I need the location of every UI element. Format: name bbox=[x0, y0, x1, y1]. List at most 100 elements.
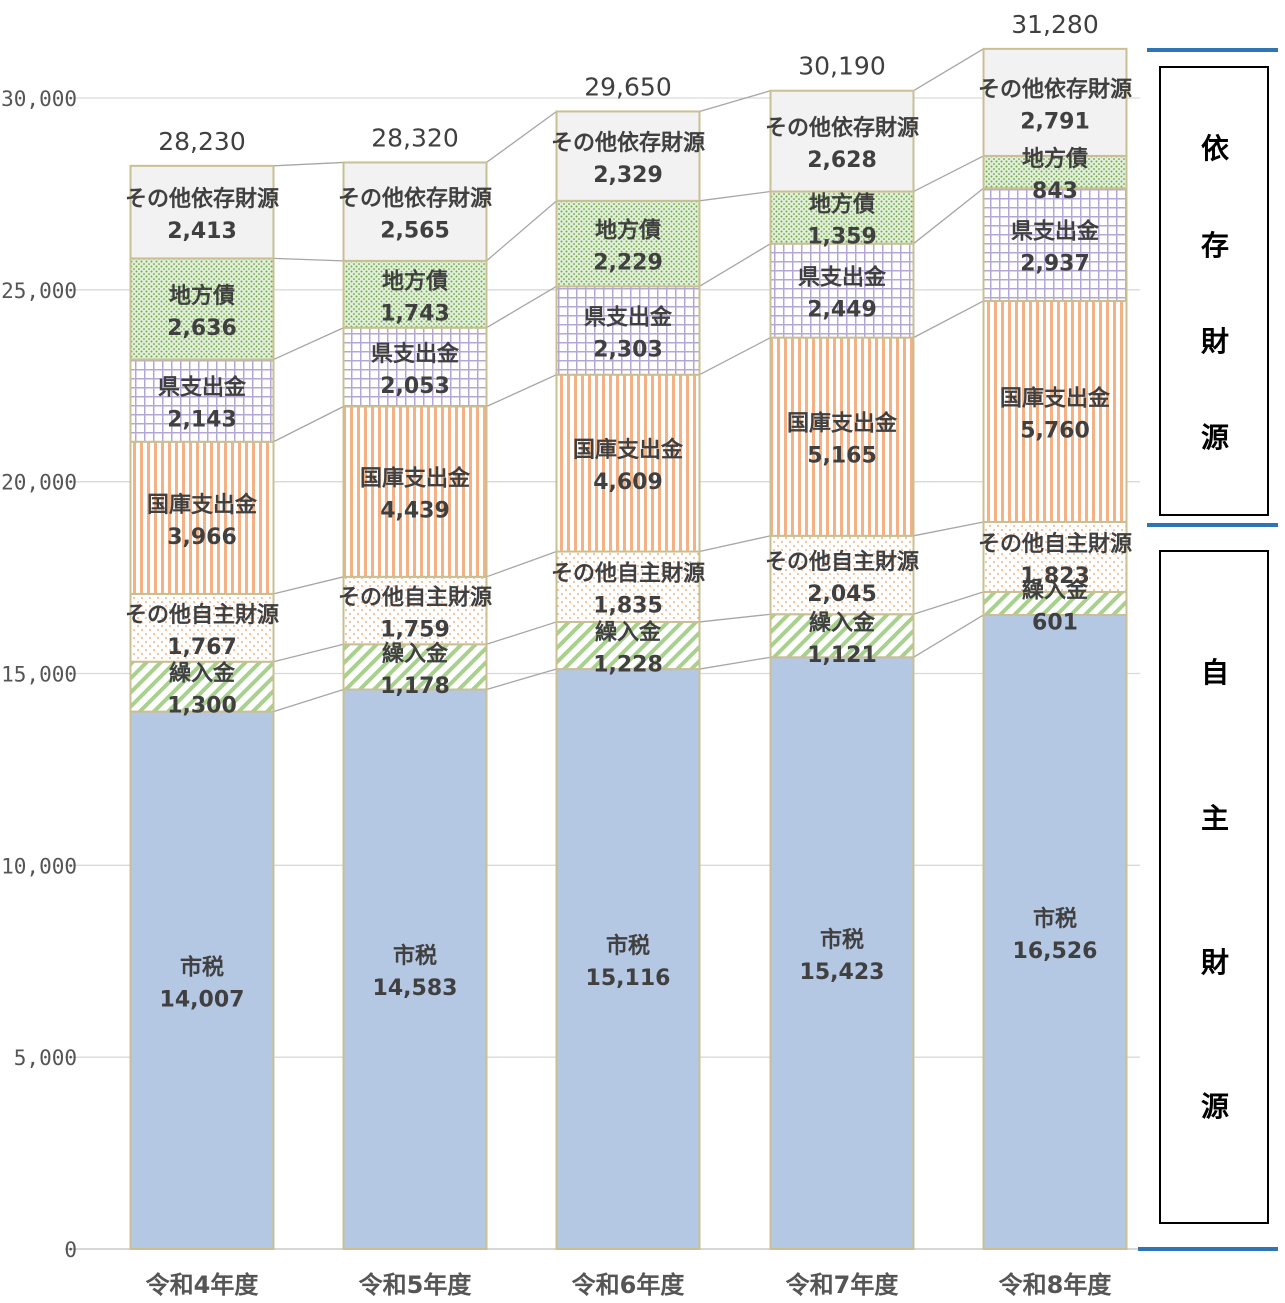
connector-line bbox=[699, 337, 771, 376]
segment-name-label: 県支出金 bbox=[798, 265, 887, 291]
bar-segment bbox=[769, 656, 915, 1250]
segment-name-label: 市税 bbox=[820, 927, 864, 953]
connector-line bbox=[913, 155, 984, 193]
total-label: 28,320 bbox=[371, 123, 458, 152]
connector-line bbox=[273, 405, 344, 443]
total-label: 29,650 bbox=[584, 72, 671, 101]
bar-segment bbox=[555, 285, 701, 376]
segment-value-label: 5,760 bbox=[1020, 418, 1090, 443]
bar-segment bbox=[769, 336, 915, 537]
segment-name-label: 繰入金 bbox=[169, 661, 236, 687]
segment-name-label: 市税 bbox=[180, 954, 224, 980]
connector-lines bbox=[273, 48, 984, 713]
segment-value-label: 5,165 bbox=[807, 444, 877, 469]
bar-segment bbox=[342, 259, 488, 329]
bar-segment bbox=[769, 190, 915, 245]
segment-value-label: 843 bbox=[1032, 179, 1078, 204]
segment-name-label: 市税 bbox=[1033, 906, 1077, 932]
segment-value-label: 2,791 bbox=[1020, 109, 1090, 134]
group-label-char: 存 bbox=[1201, 229, 1229, 262]
bar-segment bbox=[769, 89, 915, 193]
segment-name-label: 地方債 bbox=[169, 283, 235, 309]
connector-line bbox=[913, 591, 984, 615]
total-labels: 28,230 28,320 29,650 30,190 31,280 bbox=[158, 10, 1098, 156]
segment-labels: 市税 14,007 繰入金 1,300 その他自主財源 1,767 国庫支出金 3,966 県支… bbox=[125, 76, 1132, 1012]
x-category-label: 令和6年度 bbox=[572, 1271, 686, 1299]
group-label-char: 自 bbox=[1201, 656, 1229, 689]
y-tick-label: 15,000 bbox=[1, 663, 77, 687]
segment-value-label: 1,359 bbox=[807, 225, 877, 250]
segment-name-label: 県支出金 bbox=[584, 305, 673, 331]
group-label-char: 財 bbox=[1201, 946, 1229, 979]
segment-value-label: 601 bbox=[1032, 610, 1078, 635]
segment-name-label: 地方債 bbox=[382, 268, 448, 294]
segment-value-label: 1,178 bbox=[380, 674, 450, 699]
bar-segment bbox=[129, 164, 275, 260]
total-label: 30,190 bbox=[798, 52, 885, 81]
connector-line bbox=[273, 257, 344, 262]
connector-line bbox=[486, 621, 557, 645]
segment-value-label: 1,835 bbox=[593, 594, 663, 619]
segment-value-label: 2,329 bbox=[593, 163, 663, 188]
group-label-char: 源 bbox=[1201, 421, 1229, 454]
connector-line bbox=[699, 535, 771, 553]
y-tick-label: 25,000 bbox=[1, 279, 77, 303]
connector-line bbox=[913, 300, 984, 339]
segment-name-label: その他自主財源 bbox=[978, 531, 1132, 557]
segment-value-label: 1,743 bbox=[380, 301, 450, 326]
segment-name-label: 繰入金 bbox=[595, 619, 662, 645]
segment-name-label: 県支出金 bbox=[158, 375, 247, 401]
segment-name-label: 繰入金 bbox=[1022, 577, 1089, 603]
bar-segment bbox=[555, 373, 701, 553]
bar-segment bbox=[769, 613, 915, 659]
segment-value-label: 2,937 bbox=[1020, 252, 1090, 277]
segment-name-label: 地方債 bbox=[809, 192, 875, 218]
segment-value-label: 2,628 bbox=[807, 148, 877, 173]
segment-name-label: 国庫支出金 bbox=[787, 411, 898, 437]
bar-segment bbox=[342, 688, 488, 1250]
y-axis-tick-labels: 0 5,000 10,000 15,000 20,000 25,000 30,000 bbox=[1, 87, 77, 1262]
bar-segment bbox=[555, 110, 701, 202]
y-tick-label: 0 bbox=[64, 1238, 77, 1262]
segment-value-label: 2,303 bbox=[593, 338, 663, 363]
segment-value-label: 1,759 bbox=[380, 618, 450, 643]
connector-line bbox=[486, 374, 557, 408]
segment-name-label: 繰入金 bbox=[809, 610, 876, 636]
segment-value-label: 1,767 bbox=[167, 635, 237, 660]
segment-value-label: 1,121 bbox=[807, 643, 877, 668]
bar-segment bbox=[982, 520, 1128, 593]
segment-value-label: 2,449 bbox=[807, 298, 877, 323]
bar-segment bbox=[342, 405, 488, 578]
segment-name-label: 国庫支出金 bbox=[360, 466, 471, 492]
bar-segment bbox=[982, 187, 1128, 302]
bar-segment bbox=[342, 643, 488, 691]
x-category-label: 令和4年度 bbox=[146, 1271, 260, 1299]
segment-value-label: 2,229 bbox=[593, 251, 663, 276]
connector-line bbox=[913, 614, 984, 658]
y-tick-label: 20,000 bbox=[1, 471, 77, 495]
segment-value-label: 15,116 bbox=[586, 966, 671, 991]
connector-line bbox=[699, 190, 771, 202]
segment-name-label: 県支出金 bbox=[371, 341, 460, 367]
connector-line bbox=[273, 327, 344, 361]
segment-name-label: その他依存財源 bbox=[765, 115, 919, 141]
segment-value-label: 2,143 bbox=[167, 408, 237, 433]
segment-value-label: 4,609 bbox=[593, 470, 663, 495]
bar-segment bbox=[555, 199, 701, 288]
connector-line bbox=[699, 90, 771, 113]
bar-segment bbox=[555, 550, 701, 623]
connector-line bbox=[273, 161, 344, 167]
segment-value-label: 2,413 bbox=[167, 219, 237, 244]
segment-name-label: 国庫支出金 bbox=[147, 492, 258, 518]
segment-name-label: 国庫支出金 bbox=[573, 437, 684, 463]
bar-segment bbox=[982, 47, 1128, 157]
connector-line bbox=[913, 48, 984, 92]
segment-name-label: その他自主財源 bbox=[551, 561, 705, 587]
segment-value-label: 14,007 bbox=[160, 987, 245, 1012]
segment-name-label: 市税 bbox=[393, 943, 437, 969]
segment-name-label: 地方債 bbox=[1022, 146, 1088, 172]
connector-line bbox=[273, 576, 344, 595]
group-box bbox=[1159, 550, 1269, 1224]
connector-line bbox=[486, 200, 557, 262]
connector-line bbox=[486, 668, 557, 691]
